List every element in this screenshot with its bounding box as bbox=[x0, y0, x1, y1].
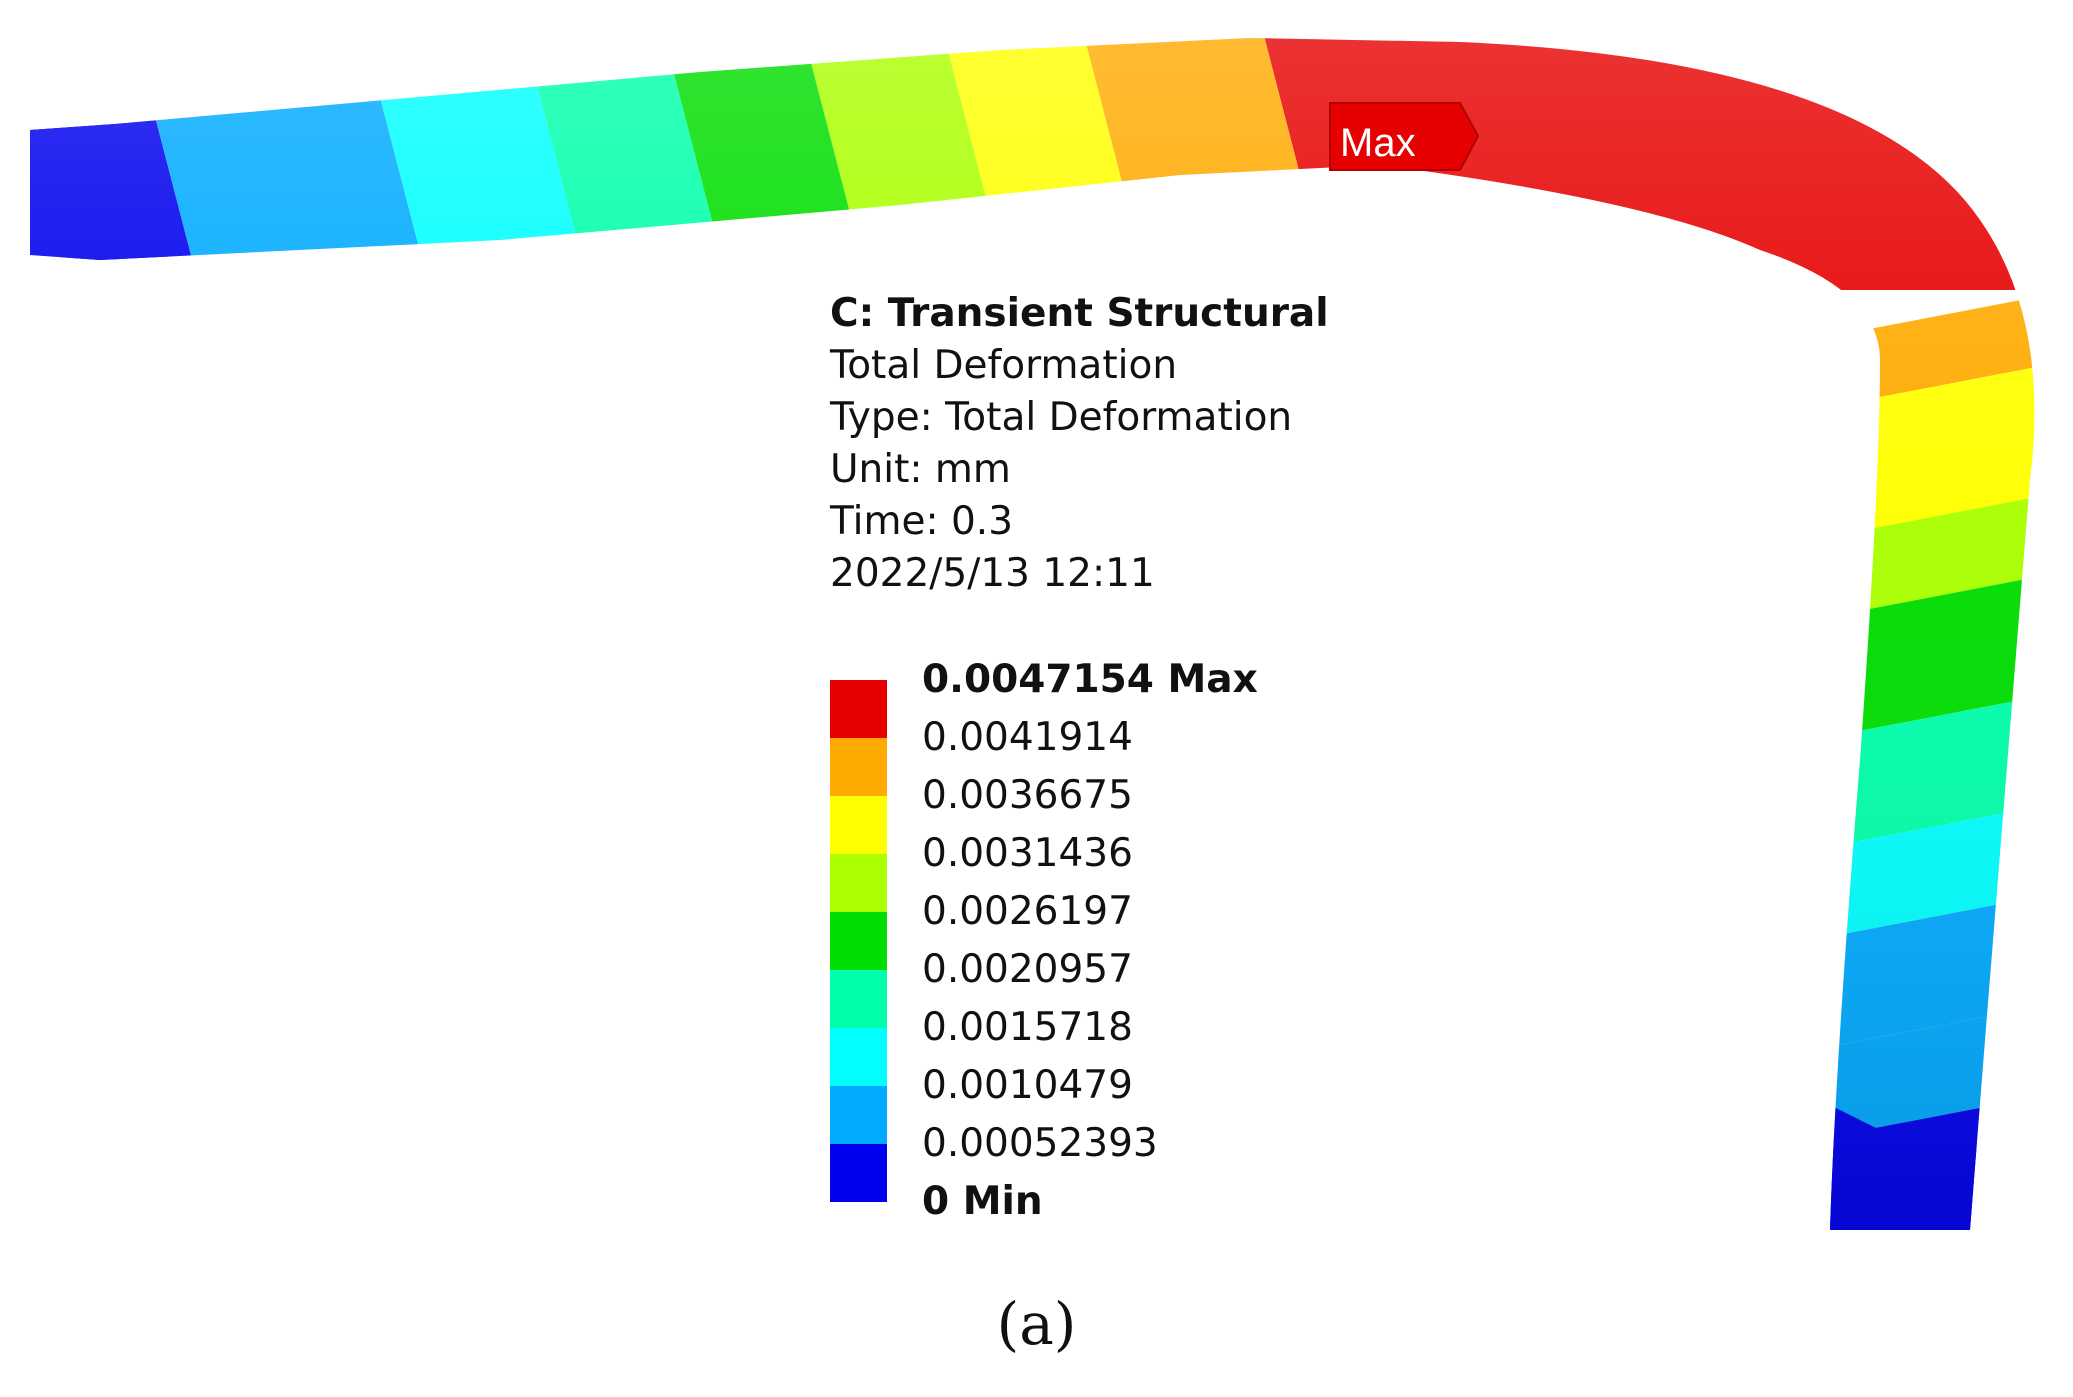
legend-label: 0.0041914 bbox=[922, 715, 1133, 760]
legend-swatch-level-7 bbox=[830, 796, 887, 854]
legend-swatch-level-5 bbox=[830, 912, 887, 970]
legend-swatch-level-3 bbox=[830, 1028, 887, 1086]
legend-label: 0.0020957 bbox=[922, 947, 1133, 992]
legend-label: 0.0036675 bbox=[922, 773, 1133, 818]
legend-swatch-level-6 bbox=[830, 854, 887, 912]
legend-label: 0.0015718 bbox=[922, 1005, 1133, 1050]
legend-label: 0.0047154 Max bbox=[922, 657, 1258, 702]
legend-swatch-level-4 bbox=[830, 970, 887, 1028]
result-info: C: Transient Structural Total Deformatio… bbox=[830, 288, 1329, 600]
result-timestamp: 2022/5/13 12:11 bbox=[830, 551, 1155, 596]
figure-caption: (a) bbox=[996, 1290, 1077, 1358]
max-probe-marker: Max bbox=[1329, 102, 1480, 171]
legend-label: 0 Min bbox=[922, 1179, 1043, 1224]
result-name: Total Deformation bbox=[830, 343, 1178, 388]
result-time: Time: 0.3 bbox=[830, 499, 1014, 544]
legend-label: 0.0026197 bbox=[922, 889, 1133, 934]
legend-swatch-level-9 bbox=[830, 680, 887, 738]
legend-swatch-level-1 bbox=[830, 1144, 887, 1202]
legend-label: 0.00052393 bbox=[922, 1121, 1158, 1166]
legend-label: 0.0010479 bbox=[922, 1063, 1133, 1108]
max-probe-label: Max bbox=[1340, 121, 1416, 165]
legend-label: 0.0031436 bbox=[922, 831, 1133, 876]
analysis-system: C: Transient Structural bbox=[830, 291, 1329, 336]
legend-swatch-level-2 bbox=[830, 1086, 887, 1144]
result-unit: Unit: mm bbox=[830, 447, 1011, 492]
result-type: Type: Total Deformation bbox=[830, 395, 1293, 440]
legend-swatch-level-8 bbox=[830, 738, 887, 796]
